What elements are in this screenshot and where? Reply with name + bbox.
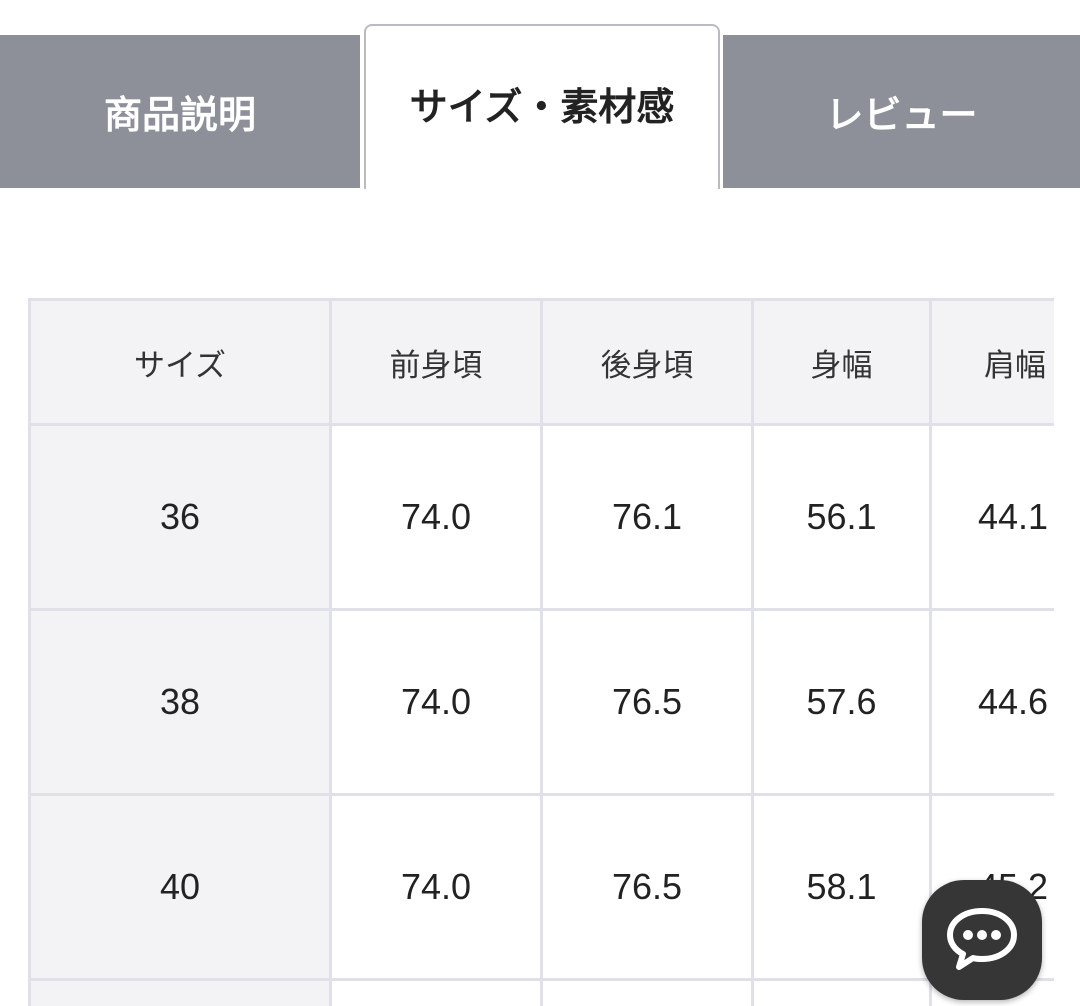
table-cell: 44.1 [929,423,1054,611]
tab-product-description[interactable]: 商品説明 [0,35,360,188]
header-size: サイズ [28,298,332,426]
table-cell: 76.5 [540,793,754,981]
table-cell: 40 [28,793,332,981]
table-cell: 56.1 [751,423,932,611]
table-cell [329,978,543,1006]
header-back-length: 後身頃 [540,298,754,426]
table-cell: 58.1 [751,793,932,981]
table-cell: 76.1 [540,423,754,611]
chat-bubble-icon [947,908,1017,970]
table-cell: 36 [28,423,332,611]
chat-button[interactable] [922,880,1042,1000]
table-cell: 38 [28,608,332,796]
tab-size-material[interactable]: サイズ・素材感 [364,24,720,189]
header-body-width: 身幅 [751,298,932,426]
header-front-length: 前身頃 [329,298,543,426]
table-cell [751,978,932,1006]
table-row: 36 74.0 76.1 56.1 44.1 [28,423,1054,611]
table-row: 38 74.0 76.5 57.6 44.6 [28,608,1054,796]
header-shoulder-width: 肩幅 [929,298,1054,426]
tab-reviews[interactable]: レビュー [723,35,1080,188]
table-row [28,978,1054,1006]
size-table: サイズ 前身頃 後身頃 身幅 肩幅 36 74.0 76.1 56.1 44.1 38 74… [28,298,1054,1006]
table-cell: 44.6 [929,608,1054,796]
table-cell: 74.0 [329,423,543,611]
table-cell: 74.0 [329,793,543,981]
table-cell: 57.6 [751,608,932,796]
table-cell: 76.5 [540,608,754,796]
table-cell [540,978,754,1006]
table-header-row: サイズ 前身頃 後身頃 身幅 肩幅 [28,298,1054,426]
table-cell [28,978,332,1006]
table-cell: 74.0 [329,608,543,796]
